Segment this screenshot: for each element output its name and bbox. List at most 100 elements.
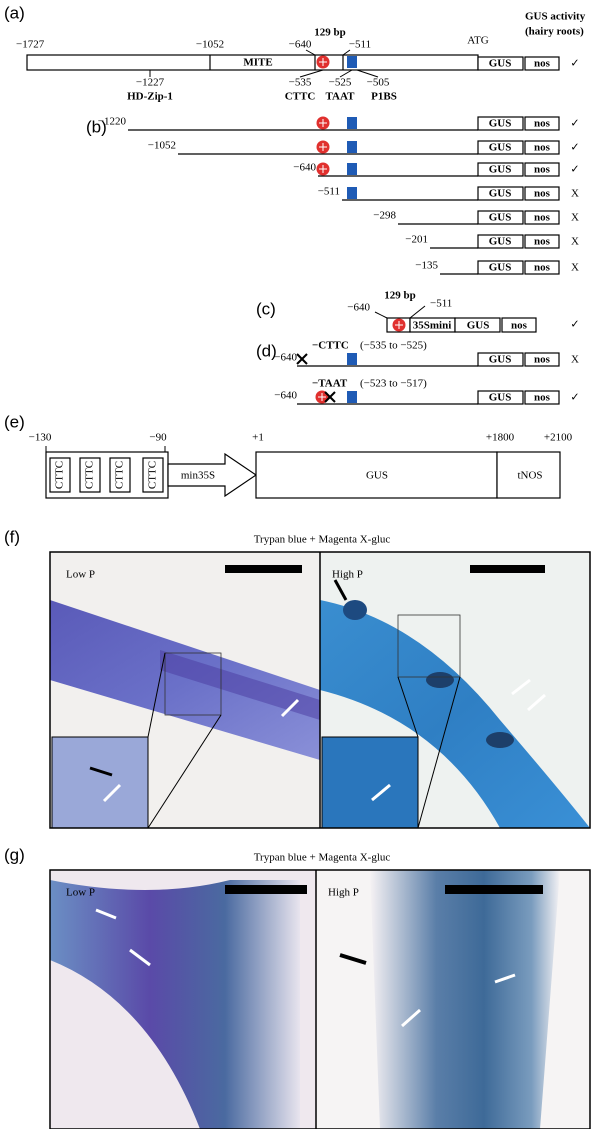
panel-label: (a)	[4, 3, 25, 22]
start-position: −1052	[148, 140, 176, 152]
start-position: −640	[274, 390, 297, 402]
panel-label: (e)	[4, 412, 25, 431]
condition-label: High P	[328, 887, 359, 899]
start-position: −511	[318, 186, 340, 198]
start-position: −640	[274, 352, 297, 364]
nos-label: nos	[534, 164, 551, 176]
promoter: min35S	[181, 470, 215, 482]
panel-title: Trypan blue + Magenta X-gluc	[254, 852, 391, 864]
start-position: −201	[405, 234, 428, 246]
line	[343, 50, 350, 55]
cttc-element: CTTC	[114, 461, 126, 489]
nos-label: nos	[534, 188, 551, 200]
end-position: −511	[430, 298, 452, 310]
position: −640	[289, 39, 312, 51]
micrograph-g	[50, 870, 590, 1129]
figure: (a) GUS activity (hairy roots) −1727 −1052 −6…	[0, 0, 595, 1129]
bracket-label: 129 bp	[314, 27, 346, 39]
gus-label: GUS	[489, 212, 512, 224]
gus-label: GUS	[489, 236, 512, 248]
result: ✓	[570, 164, 579, 176]
start-position: −135	[415, 260, 438, 272]
panel-label: (c)	[256, 299, 276, 318]
feature-position: −1227	[136, 77, 165, 89]
mutation: −CTTC	[312, 340, 349, 352]
start-position: −640	[347, 302, 370, 314]
nos-label: nos	[534, 236, 551, 248]
condition-label: High P	[332, 569, 363, 581]
start-position: −298	[373, 210, 396, 222]
gus-label: GUS	[489, 58, 512, 70]
gus-label: GUS	[467, 320, 490, 332]
mutation-range: (−535 to −525)	[360, 340, 427, 352]
start-position: −640	[293, 162, 316, 174]
result: X	[571, 262, 579, 274]
condition-label: Low P	[66, 887, 95, 899]
mite: MITE	[243, 57, 272, 69]
nos-label: nos	[534, 262, 551, 274]
p1bs-element	[347, 117, 357, 129]
header: GUS activity	[525, 11, 586, 23]
gus-label: GUS	[489, 188, 512, 200]
result: ✓	[570, 142, 579, 154]
gene: GUS	[366, 470, 388, 482]
bracket-label: 129 bp	[384, 290, 416, 302]
feature-position: −535	[289, 77, 312, 89]
promoter: 35Smini	[413, 320, 452, 332]
nos-label: nos	[511, 320, 528, 332]
result: ✓	[570, 118, 579, 130]
mutation: −TAAT	[312, 378, 348, 390]
position: −1052	[196, 39, 224, 51]
p1bs-element	[347, 141, 357, 153]
result: ✓	[570, 392, 579, 404]
terminator: tNOS	[517, 470, 542, 482]
line	[306, 50, 315, 55]
gus-label: GUS	[489, 118, 512, 130]
nos-label: nos	[534, 212, 551, 224]
p1bs-element	[347, 353, 357, 365]
header: (hairy roots)	[525, 26, 584, 38]
nos-label: nos	[534, 118, 551, 130]
position: −511	[349, 39, 371, 51]
nos-label: nos	[534, 142, 551, 154]
cttc-element: CTTC	[54, 461, 66, 489]
result: X	[571, 188, 579, 200]
p1bs-element	[347, 187, 357, 199]
position: +2100	[544, 432, 573, 444]
nos-label: nos	[534, 58, 551, 70]
cttc-element: CTTC	[147, 461, 159, 489]
feature-name: TAAT	[326, 91, 356, 103]
p1bs-element	[347, 163, 357, 175]
position: +1800	[486, 432, 515, 444]
panel-title: Trypan blue + Magenta X-gluc	[254, 534, 391, 546]
result: ✓	[570, 319, 579, 331]
condition-label: Low P	[66, 569, 95, 581]
cttc-element: CTTC	[84, 461, 96, 489]
feature-name: CTTC	[285, 91, 316, 103]
feature-position: −505	[367, 77, 390, 89]
result: ✓	[570, 58, 579, 70]
panel-label: (g)	[4, 845, 25, 864]
feature-name: P1BS	[371, 91, 397, 103]
position: +1	[252, 432, 264, 444]
gus-label: GUS	[489, 262, 512, 274]
position: −1727	[16, 39, 45, 51]
micrograph-f	[50, 552, 590, 828]
nos-label: nos	[534, 354, 551, 366]
feature-name: HD-Zip-1	[127, 91, 173, 103]
line	[375, 312, 387, 318]
p1bs-element	[347, 391, 357, 403]
gus-label: GUS	[489, 164, 512, 176]
result: X	[571, 212, 579, 224]
gus-label: GUS	[489, 142, 512, 154]
line	[410, 306, 425, 318]
position: −90	[149, 432, 167, 444]
p1bs-element	[347, 56, 357, 68]
position: −130	[29, 432, 52, 444]
start-position: −1220	[98, 116, 127, 128]
nos-label: nos	[534, 392, 551, 404]
panel-label: (f)	[4, 527, 20, 546]
mutation-range: (−523 to −517)	[360, 378, 427, 390]
result: X	[571, 354, 579, 366]
gus-label: GUS	[489, 392, 512, 404]
